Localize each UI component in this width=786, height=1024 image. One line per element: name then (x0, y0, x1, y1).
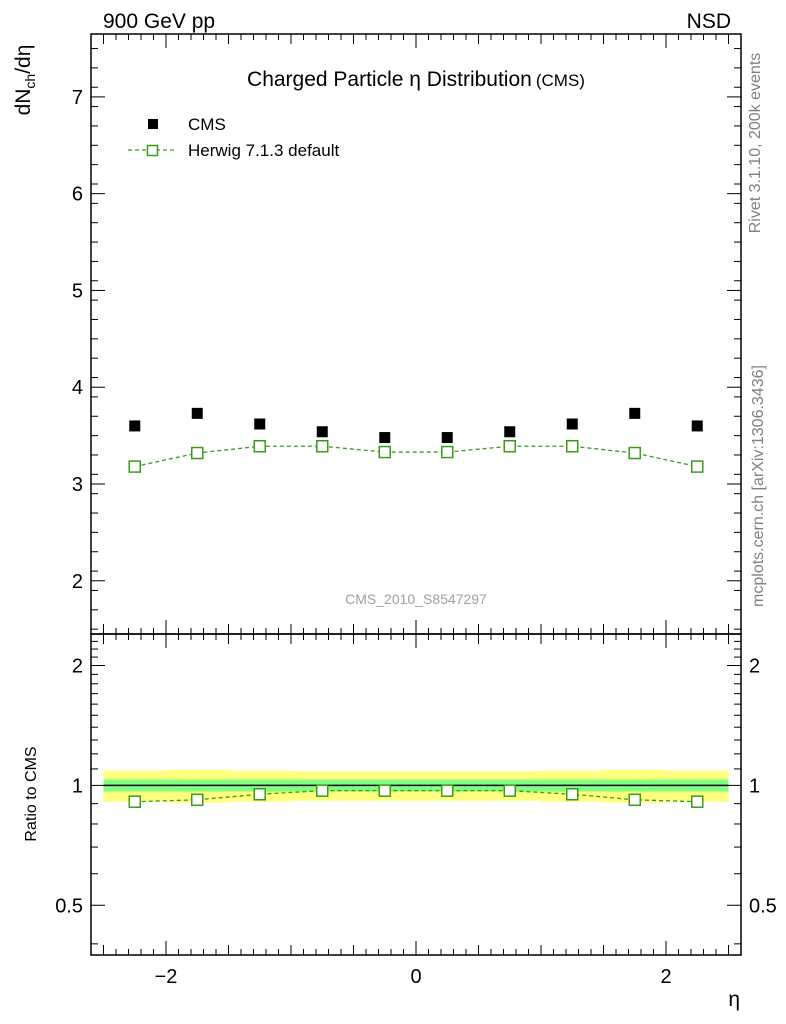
main-ytick-label: 5 (72, 280, 83, 302)
herwig-line (134, 445, 698, 468)
ratio-ytick-label-right: 1 (749, 775, 760, 797)
ratio-ytick-label-right: 2 (749, 656, 760, 678)
cms-point (691, 420, 703, 432)
ratio-herwig-point (628, 793, 641, 807)
cms-point (191, 407, 203, 419)
ratio-herwig-point (566, 788, 579, 801)
ratio-ylabel: Ratio to CMS (23, 746, 40, 841)
main-ytick-label: 6 (72, 184, 83, 206)
source-label: mcplots.cern.ch [arXiv:1306.3436] (750, 365, 767, 607)
ratio-herwig-point (378, 784, 391, 797)
main-ticks: 2 3 4 5 6 7 (72, 34, 741, 634)
ratio-herwig-point (503, 784, 516, 797)
cms-point (441, 432, 453, 444)
main-series (128, 407, 704, 473)
cms-point (129, 420, 141, 432)
cms-point (504, 426, 516, 438)
ratio-herwig-point (441, 784, 454, 797)
legend-marker-herwig (146, 144, 159, 157)
herwig-point (441, 445, 454, 459)
herwig-point (628, 446, 641, 460)
ratio-ytick-label: 2 (72, 656, 83, 678)
ratio-ytick-label: 0.5 (55, 895, 83, 917)
herwig-point (253, 440, 266, 453)
herwig-point (316, 440, 329, 453)
ratio-series (128, 784, 704, 808)
ratio-ytick-label-right: 0.5 (749, 895, 777, 917)
ratio-herwig-point (316, 784, 329, 797)
ratio-herwig-point (191, 793, 204, 807)
ratio-panel: −2 0 2 0.5 0.5 1 1 2 2 Ratio to CMS η (23, 633, 777, 1011)
herwig-point (691, 460, 704, 473)
cms-point (566, 418, 578, 430)
cms-point (254, 418, 266, 430)
ratio-ytick-label: 1 (72, 775, 83, 797)
cms-point (316, 426, 328, 438)
rivet-label: Rivet 3.1.10, 200k events (747, 53, 764, 234)
main-panel: 2 3 4 5 6 7 Charged Particle η Distribution (C… (12, 33, 742, 635)
herwig-point (191, 446, 204, 460)
legend-marker-cms (148, 119, 158, 129)
herwig-point (128, 460, 141, 473)
legend-label-cms: CMS (188, 115, 226, 134)
xtick-label: 0 (410, 966, 421, 988)
ratio-ticks: −2 0 2 0.5 0.5 1 1 2 2 (55, 634, 777, 988)
chart-title-suffix: (CMS) (536, 71, 585, 90)
legend-label-herwig: Herwig 7.1.3 default (188, 141, 339, 160)
cms-point (379, 432, 391, 444)
xtick-label: 2 (660, 966, 671, 988)
ratio-herwig-point (691, 795, 704, 808)
main-ytick-label: 3 (72, 474, 83, 496)
cms-point (629, 407, 641, 419)
main-ytick-label: 4 (72, 377, 83, 399)
legend: CMS Herwig 7.1.3 default (128, 115, 339, 160)
herwig-point (566, 440, 579, 453)
x-axis-label: η (728, 988, 740, 1011)
chart-title-main: Charged Particle η Distribution (247, 68, 532, 91)
chart-title: Charged Particle η Distribution (CMS) (247, 68, 585, 91)
xtick-label: −2 (155, 966, 178, 988)
ratio-herwig-point (128, 795, 141, 808)
main-ytick-label: 2 (72, 571, 83, 593)
process-label: NSD (687, 10, 731, 33)
herwig-point (378, 445, 391, 459)
ratio-herwig-point (253, 788, 266, 801)
main-ylabel: dNch/dη (12, 45, 38, 116)
energy-label: 900 GeV pp (103, 10, 215, 33)
ratio-herwig-line (134, 790, 698, 803)
analysis-watermark: CMS_2010_S8547297 (345, 591, 487, 607)
herwig-point (503, 440, 516, 453)
main-ytick-label: 7 (72, 87, 83, 109)
